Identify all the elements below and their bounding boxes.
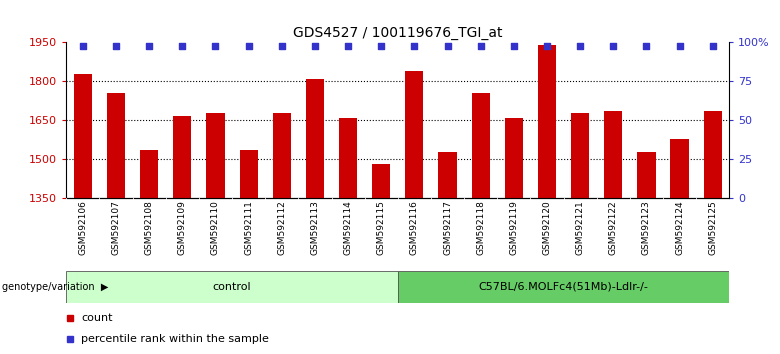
Bar [207,113,225,198]
Point [474,44,487,49]
Bar [239,150,257,198]
Text: GSM592120: GSM592120 [542,200,551,255]
Text: genotype/variation  ▶: genotype/variation ▶ [2,282,108,292]
Text: percentile rank within the sample: percentile rank within the sample [81,334,269,344]
Text: GSM592125: GSM592125 [708,200,718,255]
Point [375,44,388,49]
Point [243,44,255,49]
Text: GSM592117: GSM592117 [443,200,452,255]
Point [176,44,189,49]
Text: GSM592114: GSM592114 [343,200,353,255]
Bar [438,152,456,198]
Point [275,44,288,49]
Text: GSM592109: GSM592109 [178,200,187,255]
Title: GDS4527 / 100119676_TGI_at: GDS4527 / 100119676_TGI_at [293,26,502,40]
Text: GSM592106: GSM592106 [78,200,87,255]
Bar [372,165,390,198]
Text: GSM592111: GSM592111 [244,200,254,255]
Bar [339,118,357,198]
Point [209,44,222,49]
Text: GSM592110: GSM592110 [211,200,220,255]
Point [110,44,122,49]
Point [640,44,653,49]
Point [574,44,587,49]
Bar [505,118,523,198]
Bar [406,71,424,198]
Point [408,44,420,49]
Bar [74,74,92,198]
Text: count: count [81,313,113,323]
Bar [671,138,689,198]
Point [541,44,553,49]
Bar [173,116,191,198]
Text: GSM592123: GSM592123 [642,200,651,255]
Bar [273,113,291,198]
Text: GSM592115: GSM592115 [377,200,386,255]
Point [143,44,155,49]
Text: GSM592107: GSM592107 [112,200,121,255]
Point [707,44,719,49]
Text: GSM592118: GSM592118 [476,200,485,255]
Bar [571,113,589,198]
Text: GSM592113: GSM592113 [310,200,320,255]
Text: GSM592112: GSM592112 [277,200,286,255]
Point [309,44,321,49]
Text: GSM592119: GSM592119 [509,200,519,255]
Point [508,44,520,49]
Text: GSM592122: GSM592122 [608,200,618,255]
Bar [704,111,722,198]
Text: GSM592116: GSM592116 [410,200,419,255]
Bar [472,93,490,198]
Point [342,44,354,49]
Text: GSM592121: GSM592121 [576,200,585,255]
Bar [306,79,324,198]
Bar [107,93,125,198]
Text: control: control [213,282,251,292]
Text: GSM592108: GSM592108 [144,200,154,255]
Bar [140,150,158,198]
FancyBboxPatch shape [398,271,729,303]
Bar [604,111,622,198]
Point [673,44,686,49]
Text: GSM592124: GSM592124 [675,200,684,255]
FancyBboxPatch shape [66,271,398,303]
Point [441,44,454,49]
Point [76,44,89,49]
Point [607,44,619,49]
Bar [637,152,655,198]
Text: C57BL/6.MOLFc4(51Mb)-Ldlr-/-: C57BL/6.MOLFc4(51Mb)-Ldlr-/- [479,282,648,292]
Bar [538,45,556,198]
